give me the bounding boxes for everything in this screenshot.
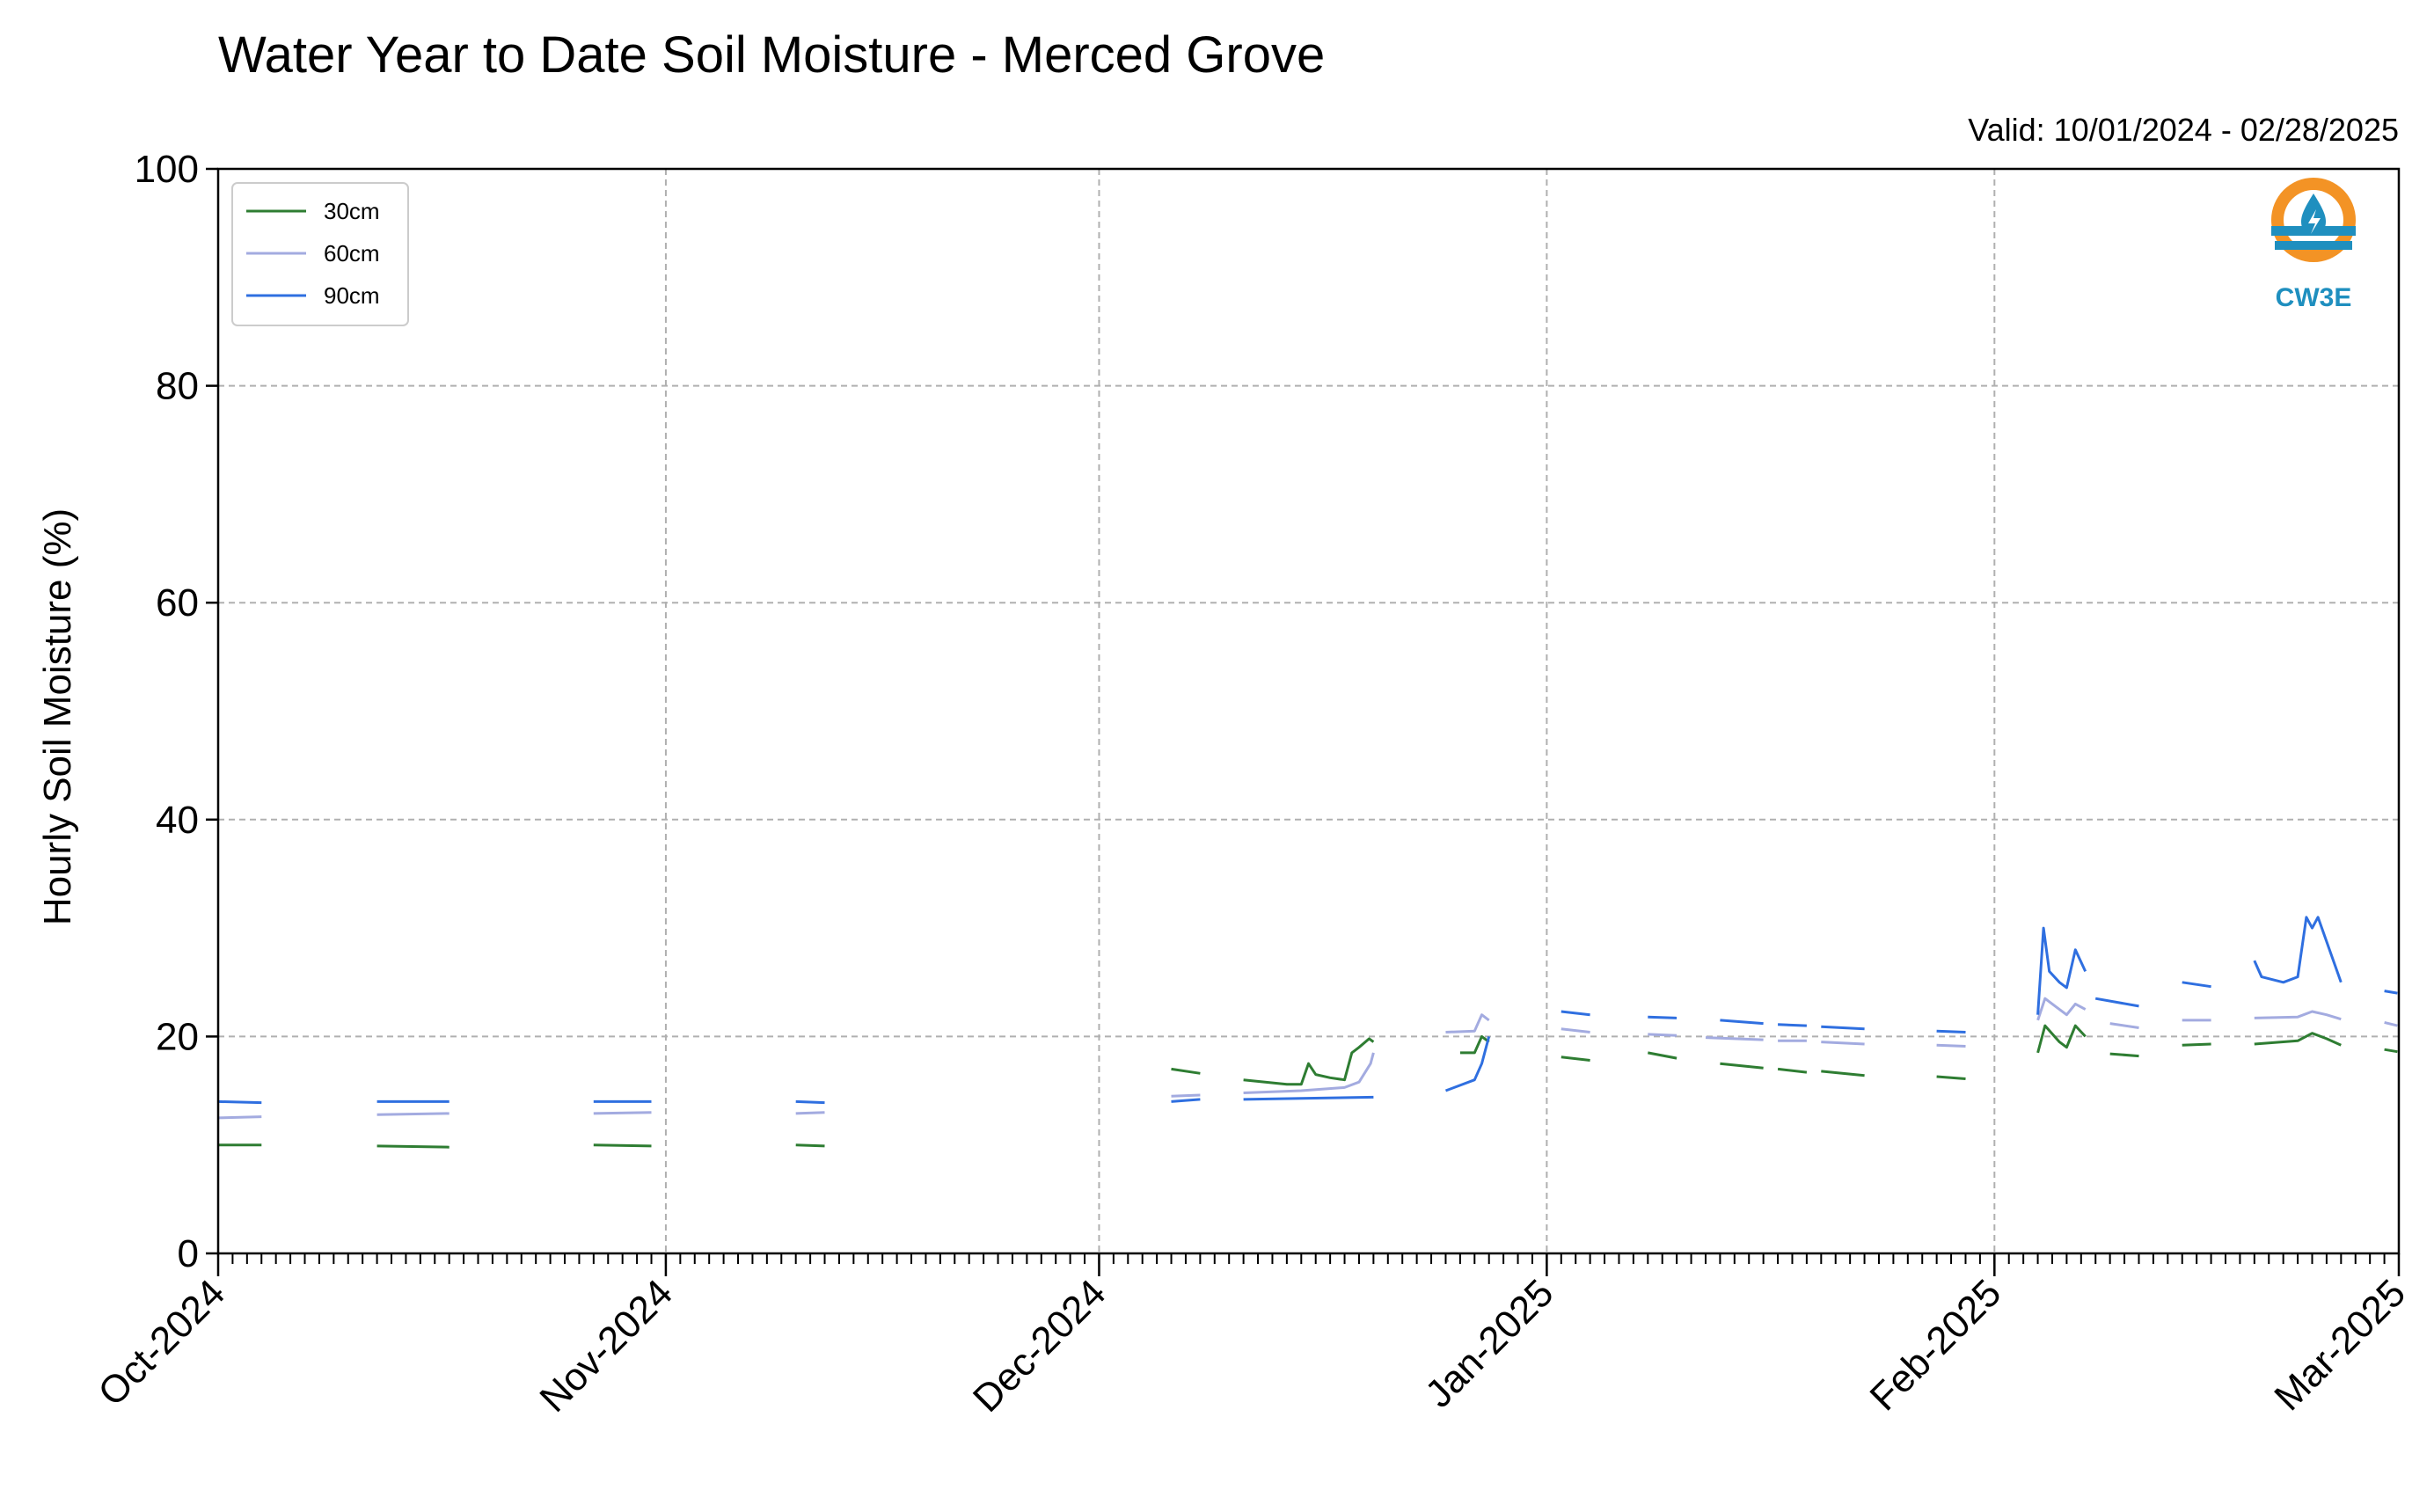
series-segment-90cm: [2182, 981, 2211, 989]
legend-label: 30cm: [324, 198, 380, 224]
series-60cm: [217, 997, 2398, 1120]
legend-label: 90cm: [324, 282, 380, 309]
series-segment-60cm: [1561, 1027, 1590, 1034]
y-tick-label: 100: [135, 148, 199, 191]
series-segment-60cm: [2384, 1020, 2398, 1027]
series-segment-60cm: [1243, 1052, 1375, 1094]
series-segment-30cm: [1243, 1037, 1375, 1086]
y-tick-label: 40: [156, 799, 199, 842]
series-segment-30cm: [593, 1143, 652, 1148]
series-segment-90cm: [217, 1099, 262, 1105]
series-segment-30cm: [1561, 1055, 1590, 1062]
series-segment-30cm: [1777, 1067, 1808, 1074]
legend-label: 60cm: [324, 240, 380, 267]
chart-subtitle: Valid: 10/01/2024 - 02/28/2025: [1968, 112, 2399, 148]
series-segment-30cm: [1936, 1075, 1966, 1080]
series-segment-60cm: [1171, 1093, 1201, 1098]
series-segment-30cm: [2254, 1032, 2342, 1047]
series-segment-90cm: [2094, 997, 2139, 1008]
series-segment-30cm: [2036, 1024, 2087, 1054]
series-segment-90cm: [1171, 1098, 1201, 1103]
plot-area: [217, 916, 2398, 1149]
series-segment-90cm: [1720, 1019, 1764, 1026]
series-segment-90cm: [1243, 1095, 1374, 1101]
series-segment-90cm: [2036, 926, 2087, 1015]
y-tick-label: 0: [178, 1232, 199, 1275]
series-segment-30cm: [1459, 1034, 1490, 1055]
series-segment-60cm: [1445, 1013, 1490, 1034]
series-segment-60cm: [1705, 1036, 1764, 1041]
series-segment-60cm: [2036, 997, 2087, 1021]
series-segment-90cm: [1444, 1036, 1491, 1092]
series-segment-30cm: [2182, 1042, 2211, 1047]
series-segment-60cm: [2254, 1010, 2342, 1021]
series-segment-30cm: [376, 1144, 450, 1149]
series-segment-30cm: [1648, 1051, 1677, 1060]
series-segment-60cm: [593, 1111, 652, 1115]
logo-text: CW3E: [2276, 283, 2352, 312]
series-segment-60cm: [1648, 1033, 1677, 1037]
series-segment-30cm: [2109, 1052, 2139, 1058]
series-segment-60cm: [1936, 1043, 1966, 1048]
y-tick-label: 80: [156, 365, 199, 408]
y-tick-label: 20: [156, 1015, 199, 1058]
series-segment-90cm: [1821, 1025, 1865, 1031]
series-segment-60cm: [1821, 1041, 1865, 1046]
gridlines: [218, 169, 2399, 1253]
series-segment-90cm: [1561, 1010, 1590, 1017]
series-segment-90cm: [2253, 916, 2343, 984]
series-segment-90cm: [2384, 990, 2398, 995]
series-segment-30cm: [1821, 1070, 1865, 1077]
legend: 30cm 60cm 90cm: [231, 182, 409, 326]
legend-box: [231, 182, 409, 326]
series-segment-90cm: [1648, 1015, 1677, 1019]
series-segment-60cm: [795, 1111, 825, 1115]
y-axis-label: Hourly Soil Moisture (%): [36, 508, 79, 925]
y-tick-label: 60: [156, 581, 199, 625]
series-segment-90cm: [1778, 1023, 1807, 1027]
cw3e-drop-icon: [2271, 178, 2356, 262]
series-90cm: [217, 916, 2398, 1105]
series-segment-60cm: [217, 1115, 262, 1120]
series-segment-90cm: [1936, 1029, 1966, 1034]
cw3e-logo: CW3E: [2271, 178, 2356, 312]
series-segment-30cm: [1171, 1067, 1201, 1075]
series-segment-30cm: [795, 1143, 825, 1148]
series-segment-30cm: [1720, 1062, 1764, 1070]
series-30cm: [218, 1024, 2398, 1149]
plot-frame: [216, 167, 2401, 1255]
series-segment-90cm: [795, 1099, 825, 1105]
chart-title: Water Year to Date Soil Moisture - Merce…: [218, 26, 1325, 84]
series-segment-60cm: [2109, 1022, 2139, 1029]
series-segment-30cm: [2384, 1048, 2398, 1054]
